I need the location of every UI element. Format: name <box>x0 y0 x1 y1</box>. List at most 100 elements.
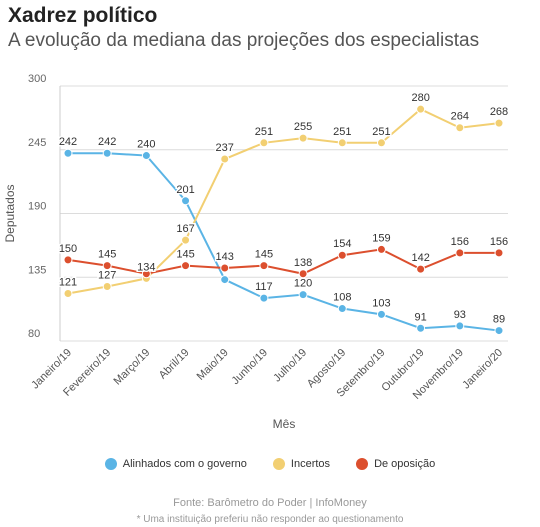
legend-marker-oposicao <box>356 458 369 470</box>
legend: Alinhados com o governo Incertos De opos… <box>0 458 540 470</box>
data-point[interactable] <box>220 263 230 273</box>
data-label: 240 <box>137 139 155 151</box>
data-point[interactable] <box>416 104 426 114</box>
data-label: 117 <box>255 281 273 293</box>
data-point[interactable] <box>298 133 308 143</box>
data-point[interactable] <box>376 138 386 148</box>
legend-label-incertos: Incertos <box>290 458 331 470</box>
data-label: 251 <box>255 126 273 138</box>
data-point[interactable] <box>141 269 151 279</box>
x-tick-label: Março/19 <box>112 347 153 388</box>
x-tick-label: Maio/19 <box>195 347 231 383</box>
x-axis-title: Mês <box>273 417 296 431</box>
series-line <box>68 152 500 332</box>
series-line <box>67 108 500 295</box>
series-line <box>67 248 499 275</box>
data-point[interactable] <box>298 290 308 300</box>
y-tick-label: 135 <box>28 264 46 276</box>
y-tick-label: 190 <box>28 201 46 213</box>
data-label: 255 <box>294 121 312 133</box>
legend-marker-incertos <box>272 458 285 470</box>
y-tick-label: 80 <box>28 328 40 340</box>
data-point[interactable] <box>376 309 386 319</box>
data-point[interactable] <box>298 269 308 279</box>
data-label: 120 <box>294 278 312 290</box>
legend-item-governo[interactable]: Alinhados com o governo <box>104 458 247 470</box>
data-label: 156 <box>490 236 508 248</box>
data-point[interactable] <box>494 326 504 336</box>
line-chart: 80135190245300DeputadosJaneiro/19Feverei… <box>3 73 510 431</box>
legend-item-incertos[interactable]: Incertos <box>272 458 331 470</box>
data-label: 127 <box>98 270 116 282</box>
data-labels: 242 242 240 201 117 120 108 103 91 93 89 121 127 134 1… <box>57 91 509 327</box>
data-label: 143 <box>216 251 234 263</box>
y-tick-label: 300 <box>28 73 46 85</box>
data-point[interactable] <box>337 138 347 148</box>
data-point[interactable] <box>181 261 191 271</box>
legend-label-oposicao: De oposição <box>374 458 436 470</box>
data-point[interactable] <box>416 264 426 274</box>
data-label: 268 <box>490 106 508 118</box>
data-point[interactable] <box>181 196 191 206</box>
data-label: 150 <box>59 243 77 255</box>
chart-title: Xadrez político <box>8 4 158 27</box>
data-point[interactable] <box>455 321 465 331</box>
data-label: 91 <box>415 311 427 323</box>
data-point[interactable] <box>494 248 504 258</box>
data-label: 237 <box>216 142 234 154</box>
data-label: 242 <box>59 136 77 148</box>
data-label: 134 <box>137 261 155 273</box>
data-label: 145 <box>176 249 194 261</box>
data-point[interactable] <box>102 148 112 158</box>
gridlines <box>60 85 508 342</box>
data-point[interactable] <box>259 293 269 303</box>
data-point[interactable] <box>259 261 269 271</box>
data-point[interactable] <box>220 154 230 164</box>
data-point[interactable] <box>259 138 269 148</box>
data-point[interactable] <box>141 151 151 161</box>
data-label: 154 <box>333 238 351 250</box>
data-point[interactable] <box>63 255 73 265</box>
data-label: 121 <box>59 276 77 288</box>
data-point[interactable] <box>102 282 112 292</box>
series <box>63 104 504 336</box>
data-point[interactable] <box>416 323 426 333</box>
data-label: 242 <box>98 136 116 148</box>
data-point[interactable] <box>376 244 386 254</box>
legend-label-governo: Alinhados com o governo <box>122 458 247 470</box>
data-label: 251 <box>333 126 351 138</box>
data-label: 89 <box>493 314 505 326</box>
data-label: 145 <box>255 249 273 261</box>
data-label: 145 <box>98 249 116 261</box>
x-tick-label: Junho/19 <box>230 347 270 387</box>
data-label: 201 <box>176 184 194 196</box>
data-point[interactable] <box>181 235 191 245</box>
legend-marker-governo <box>104 458 117 470</box>
data-point[interactable] <box>102 261 112 271</box>
data-label: 264 <box>451 111 469 123</box>
y-axis-title: Deputados <box>3 184 17 242</box>
footnote: * Uma instituição preferiu não responder… <box>136 514 404 525</box>
data-point[interactable] <box>63 288 73 298</box>
data-label: 280 <box>411 92 429 104</box>
data-point[interactable] <box>220 275 230 285</box>
data-point[interactable] <box>337 304 347 314</box>
data-point[interactable] <box>494 118 504 128</box>
data-label: 142 <box>411 252 429 264</box>
data-label: 167 <box>176 223 194 235</box>
x-tick-label: Abril/19 <box>157 347 192 382</box>
chart-subtitle: A evolução da mediana das projeções dos … <box>8 30 480 51</box>
data-label: 108 <box>333 292 351 304</box>
x-tick-label: Julho/19 <box>271 347 309 385</box>
data-label: 251 <box>372 126 390 138</box>
data-point[interactable] <box>337 250 347 260</box>
data-point[interactable] <box>63 148 73 158</box>
data-label: 103 <box>372 297 390 309</box>
data-label: 156 <box>451 236 469 248</box>
source-note: Fonte: Barômetro do Poder | InfoMoney <box>173 497 367 509</box>
legend-item-oposicao[interactable]: De oposição <box>356 458 435 470</box>
data-point[interactable] <box>455 123 465 133</box>
data-label: 138 <box>294 257 312 269</box>
data-point[interactable] <box>455 248 465 258</box>
data-label: 93 <box>454 309 466 321</box>
